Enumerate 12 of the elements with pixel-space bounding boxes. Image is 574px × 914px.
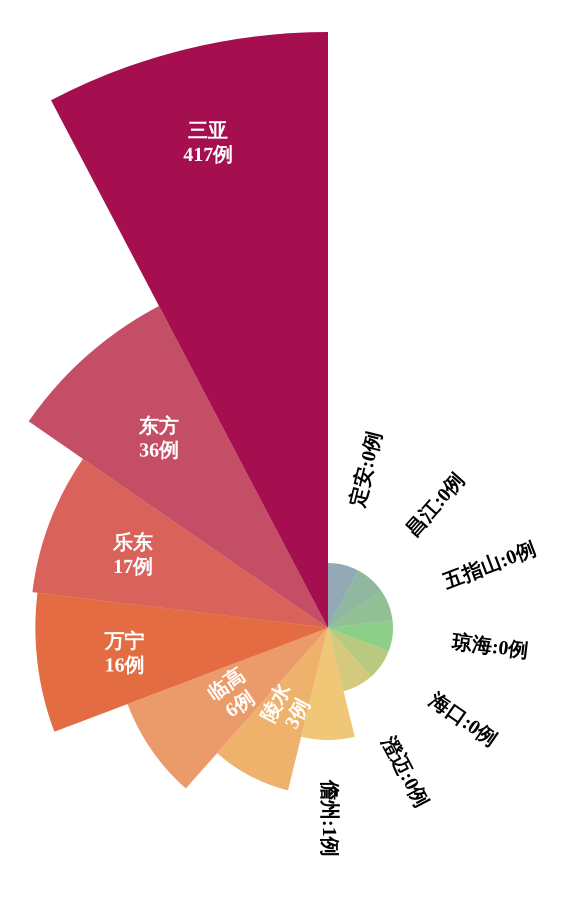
data-label: 16例 (104, 654, 145, 677)
data-label: 17例 (113, 556, 154, 578)
data-label: :0例 (490, 636, 530, 662)
category-label: 东方 (138, 414, 180, 438)
data-label: :1例 (318, 820, 340, 857)
category-label: 儋州 (318, 779, 340, 820)
data-label: 417例 (183, 144, 234, 166)
category-label: 三亚 (188, 120, 228, 142)
category-label: 乐东 (112, 531, 154, 554)
category-label: 琼海 (450, 630, 494, 658)
category-label: 万宁 (104, 630, 145, 653)
data-label: 36例 (139, 439, 180, 462)
